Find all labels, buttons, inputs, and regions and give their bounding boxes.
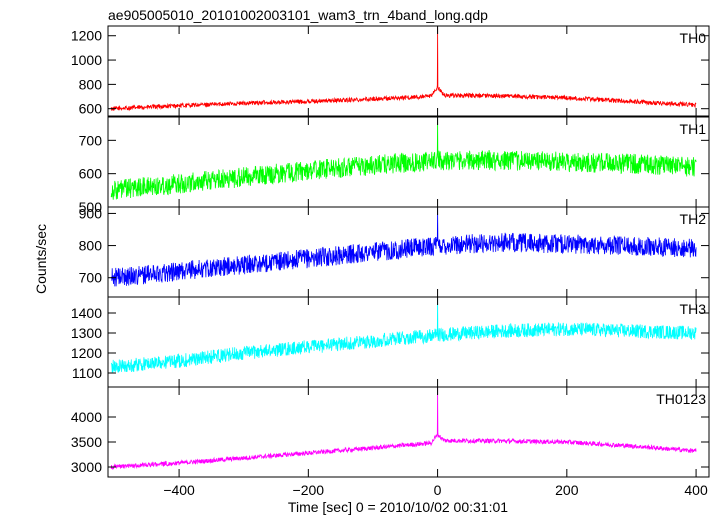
series-line-th2 bbox=[110, 208, 697, 287]
y-tick-label: 1000 bbox=[71, 52, 102, 68]
panel-th0: 600 800 1000 1200 TH0 bbox=[71, 25, 710, 117]
x-axis-label: Time [sec] 0 = 2010/10/02 00:31:01 bbox=[288, 499, 508, 515]
x-tick-label: −200 bbox=[293, 482, 325, 498]
series-line-th0 bbox=[110, 27, 697, 112]
panel-name-label: TH0 bbox=[680, 30, 707, 46]
y-axis-label: Counts/sec bbox=[33, 224, 49, 294]
y-tick-label: 4000 bbox=[71, 409, 102, 425]
y-tick-label: 800 bbox=[79, 238, 103, 254]
series-line-th0123 bbox=[110, 387, 697, 470]
y-tick-label: 600 bbox=[79, 166, 103, 182]
y-tick-label: 600 bbox=[79, 101, 103, 117]
figure-title: ae905005010_20101002003101_wam3_trn_4ban… bbox=[108, 7, 488, 23]
panel-name-label: TH2 bbox=[680, 211, 707, 227]
y-tick-label: 3500 bbox=[71, 434, 102, 450]
y-tick-label: 1200 bbox=[71, 28, 102, 44]
y-tick-label: 500 bbox=[79, 199, 103, 215]
y-tick-label: 900 bbox=[79, 205, 103, 221]
y-tick-label: 1400 bbox=[71, 305, 102, 321]
panel-name-label: TH3 bbox=[680, 301, 707, 317]
panel-frame bbox=[107, 386, 710, 478]
panel-th3: 1100 1200 1300 1400 TH3 bbox=[71, 296, 710, 388]
panel-th2: 700 800 900 TH2 bbox=[79, 205, 710, 298]
panel-th1: 500 600 700 TH1 bbox=[79, 116, 710, 215]
x-axis: −400 −200 0 200 400 bbox=[163, 482, 708, 498]
y-tick-label: 1300 bbox=[71, 325, 102, 341]
y-tick-label: 3000 bbox=[71, 459, 102, 475]
series-line-th3 bbox=[110, 298, 697, 373]
y-tick-label: 700 bbox=[79, 270, 103, 286]
panel-frame bbox=[107, 25, 710, 117]
panel-name-label: TH0123 bbox=[656, 391, 706, 407]
x-tick-label: 400 bbox=[684, 482, 708, 498]
y-tick-label: 800 bbox=[79, 76, 103, 92]
y-tick-label: 1100 bbox=[72, 365, 102, 381]
x-tick-label: 200 bbox=[555, 482, 579, 498]
y-tick-label: 700 bbox=[79, 132, 103, 148]
x-tick-label: −400 bbox=[163, 482, 195, 498]
series-line-th1 bbox=[110, 118, 697, 200]
y-tick-label: 1200 bbox=[71, 345, 102, 361]
panels-group: 600 800 1000 1200 TH0 500 600 700 TH1 700 800 900 TH… bbox=[71, 25, 710, 478]
x-tick-label: 0 bbox=[434, 482, 442, 498]
panel-th0123: 3000 3500 4000 TH0123 bbox=[71, 386, 710, 478]
panel-name-label: TH1 bbox=[680, 121, 707, 137]
